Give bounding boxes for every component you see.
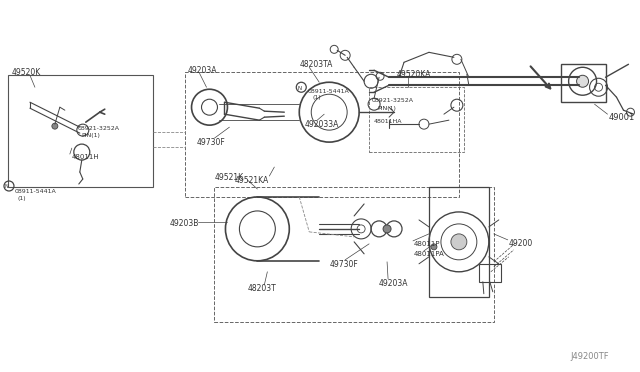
- Text: 49730F: 49730F: [196, 138, 225, 147]
- Text: N: N: [4, 185, 8, 189]
- Text: 49001: 49001: [609, 113, 635, 122]
- Text: 48203T: 48203T: [248, 284, 276, 293]
- Bar: [369, 87, 464, 152]
- Bar: [429, 187, 489, 297]
- Text: 49520K: 49520K: [12, 68, 41, 77]
- Text: 48011HA: 48011HA: [374, 119, 403, 124]
- Text: (1): (1): [18, 196, 27, 202]
- Circle shape: [52, 123, 58, 129]
- Bar: [479, 264, 500, 282]
- Circle shape: [577, 75, 589, 87]
- Text: 49521KA: 49521KA: [234, 176, 269, 185]
- Bar: [214, 187, 494, 322]
- Text: 08911-5441A: 08911-5441A: [307, 89, 349, 94]
- Text: 08911-5441A: 08911-5441A: [15, 189, 57, 195]
- Text: (1): (1): [312, 95, 321, 100]
- Text: 49203A: 49203A: [379, 279, 408, 288]
- Text: 08921-3252A: 08921-3252A: [78, 126, 120, 131]
- Text: 49520KA: 49520KA: [397, 70, 431, 79]
- Text: 49203A: 49203A: [188, 66, 217, 75]
- Text: J49200TF: J49200TF: [570, 352, 609, 361]
- Text: 492033A: 492033A: [304, 120, 339, 129]
- Text: 49521K: 49521K: [214, 173, 244, 182]
- Text: N: N: [297, 86, 301, 91]
- Text: 49730F: 49730F: [329, 260, 358, 269]
- Circle shape: [383, 225, 391, 233]
- Text: 48011PA: 48011PA: [414, 251, 445, 257]
- Text: 48011P: 48011P: [414, 241, 440, 247]
- Bar: [8, 75, 152, 187]
- Text: 49203B: 49203B: [170, 219, 199, 228]
- Text: 08921-3252A: 08921-3252A: [372, 98, 414, 103]
- Text: 48203TA: 48203TA: [300, 60, 333, 69]
- Text: PIN(1): PIN(1): [82, 133, 100, 138]
- Circle shape: [451, 234, 467, 250]
- Text: PIN(1): PIN(1): [377, 106, 396, 111]
- Circle shape: [431, 244, 437, 250]
- Bar: [184, 72, 459, 197]
- Text: 49200: 49200: [509, 239, 533, 248]
- Bar: [561, 64, 605, 102]
- Text: 48011H: 48011H: [72, 154, 99, 160]
